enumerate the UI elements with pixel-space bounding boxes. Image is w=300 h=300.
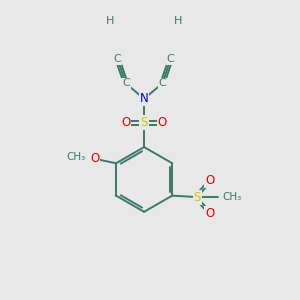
Text: O: O (90, 152, 100, 165)
Text: CH₃: CH₃ (66, 152, 85, 162)
Text: N: N (140, 92, 148, 105)
Text: S: S (194, 190, 201, 204)
Text: C: C (122, 79, 130, 88)
Text: C: C (114, 54, 122, 64)
Text: S: S (140, 116, 148, 129)
Text: O: O (158, 116, 167, 129)
Text: O: O (121, 116, 130, 129)
Text: O: O (205, 174, 214, 188)
Text: H: H (106, 16, 115, 26)
Text: C: C (158, 79, 166, 88)
Text: O: O (205, 207, 214, 220)
Text: C: C (167, 54, 175, 64)
Text: CH₃: CH₃ (222, 192, 241, 202)
Text: H: H (173, 16, 182, 26)
